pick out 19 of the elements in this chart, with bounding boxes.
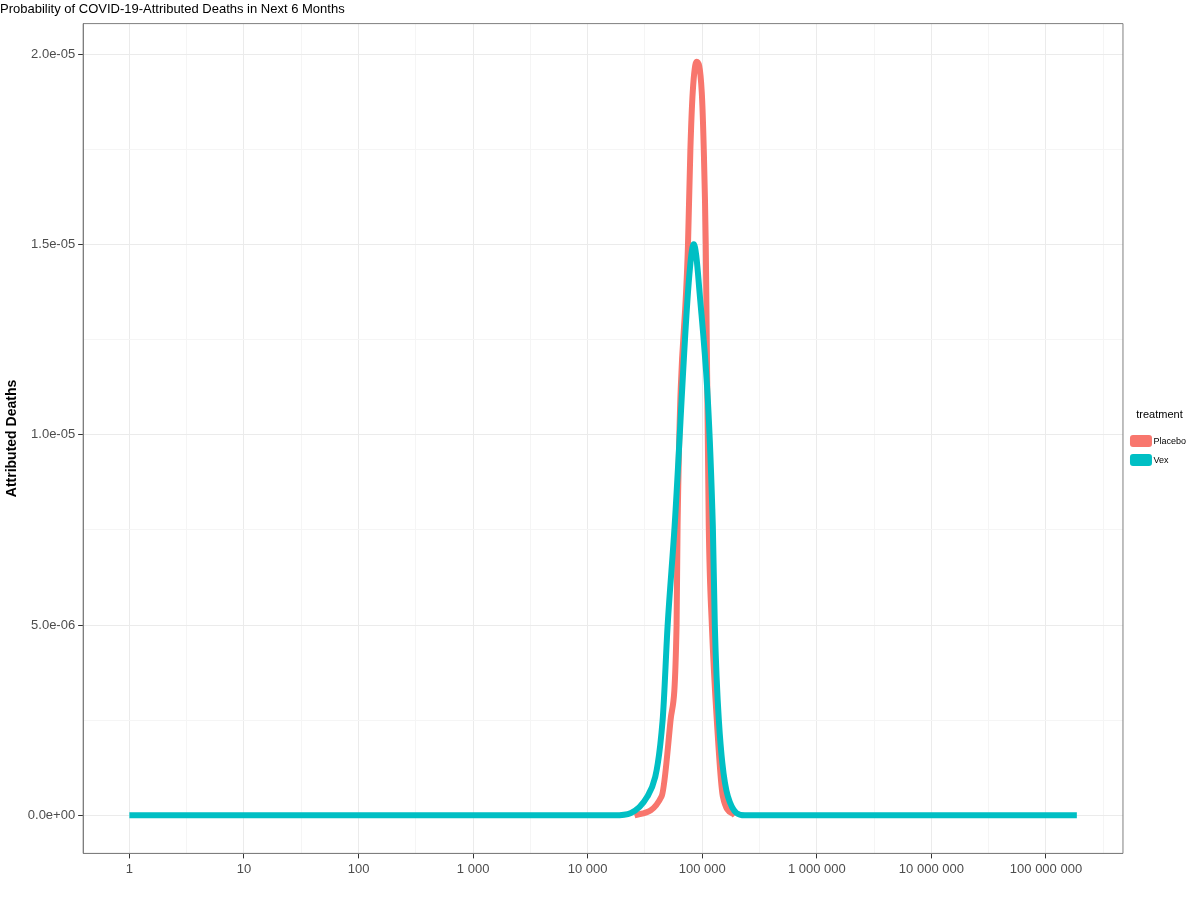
legend-label: Vex: [1153, 454, 1169, 465]
y-tick-label: 0.0e+00: [27, 806, 76, 822]
x-tick-label: 100 000: [678, 860, 726, 876]
chart-title: Probability of COVID-19-Attributed Deaths in Next 6 Months: [0, 1, 346, 17]
x-tick-label: 10 000 000: [898, 860, 964, 876]
x-tick-label: 100 000 000: [1009, 860, 1083, 876]
y-axis-title: Attributed Deaths: [3, 379, 20, 498]
x-tick-label: 1 000: [456, 860, 490, 876]
x-tick-label: 100: [347, 860, 370, 876]
x-tick-label: 10 000: [567, 860, 608, 876]
y-tick-label: 5.0e-06: [31, 616, 76, 632]
x-tick-label: 10: [236, 860, 252, 876]
y-tick-label: 2.0e-05: [31, 45, 76, 61]
legend-title: treatment: [1136, 407, 1183, 420]
y-tick-label: 1.5e-05: [31, 235, 76, 251]
x-tick-label: 1: [125, 860, 133, 876]
legend-label: Placebo: [1153, 435, 1187, 446]
x-tick-label: 1 000 000: [787, 860, 846, 876]
y-tick-label: 1.0e-05: [31, 426, 76, 442]
